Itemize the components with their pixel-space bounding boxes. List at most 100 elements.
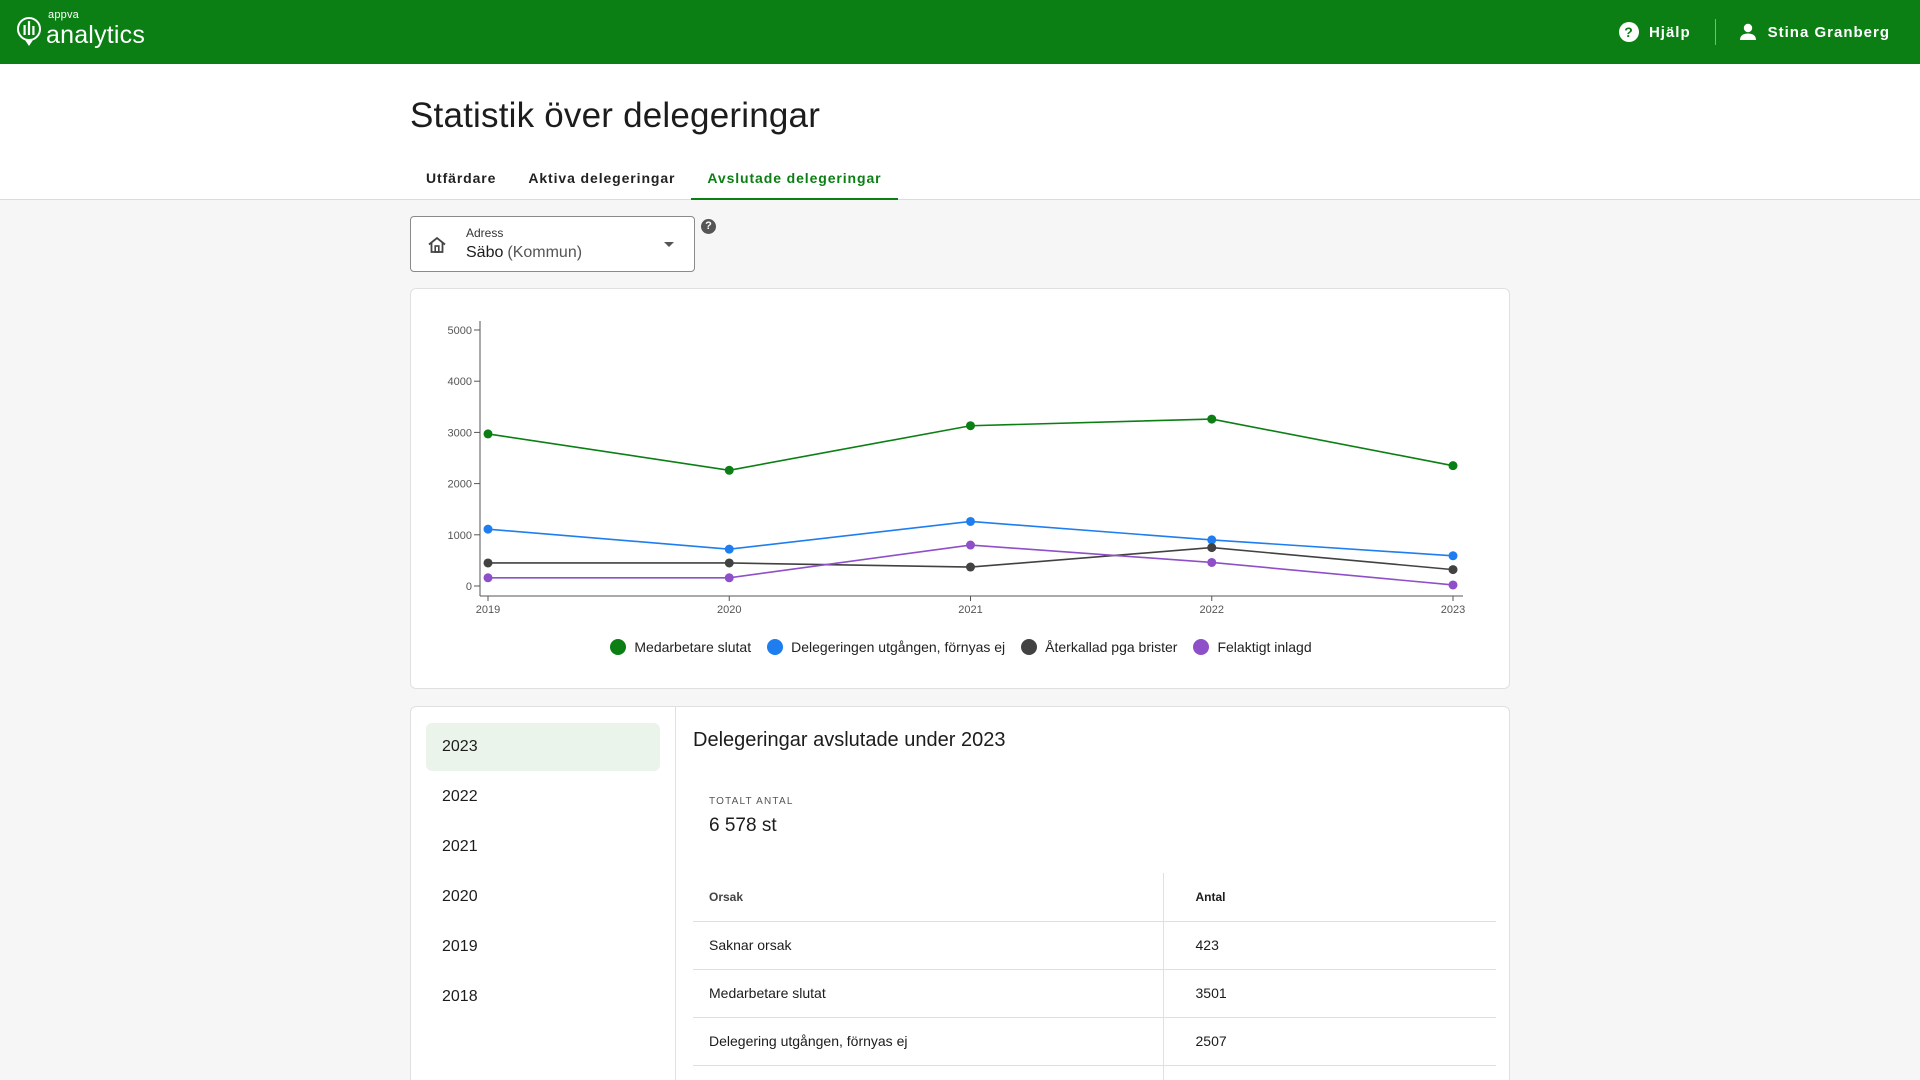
data-point [1207, 535, 1217, 545]
help-circle-icon: ? [1618, 22, 1639, 42]
legend-dot-icon [1021, 639, 1038, 655]
legend-label: Felaktigt inlagd [1217, 639, 1312, 655]
legend-label: Återkallad pga brister [1045, 639, 1178, 655]
data-point [1448, 565, 1458, 575]
brand-logo[interactable]: appva analytics [16, 8, 146, 52]
page-title: Statistik över delegeringar [410, 96, 821, 135]
address-value-text: Säbo [466, 244, 504, 261]
year-item-2020[interactable]: 2020 [442, 888, 478, 905]
reason-table: Orsak Antal Saknar orsak 423 Medarbetare… [693, 873, 1496, 1080]
chart-card: 0 1000 2000 3000 4000 5000 2019 2020 2021 2022 202… [410, 288, 1510, 689]
table-row [693, 1065, 1496, 1080]
table-cell-count: 2507 [1163, 1017, 1496, 1066]
year-item-2019[interactable]: 2019 [442, 938, 478, 955]
y-tick-label: 4000 [448, 376, 472, 388]
topbar-divider [1714, 19, 1716, 45]
year-item-2021[interactable]: 2021 [442, 838, 478, 855]
address-select[interactable]: Adress Säbo (Kommun) [410, 216, 695, 272]
table-cell-count: 3501 [1163, 969, 1496, 1018]
data-point [1448, 461, 1458, 471]
user-menu-button[interactable]: Stina Granberg [1738, 22, 1890, 42]
data-point [966, 540, 975, 550]
legend-label: Delegeringen utgången, förnyas ej [791, 639, 1006, 655]
table-cell-count [1163, 1065, 1496, 1080]
legend-item-delegeringen-utgangen[interactable]: Delegeringen utgången, förnyas ej [767, 639, 1005, 655]
data-point [724, 465, 734, 475]
brand-small-text: appva [48, 8, 79, 21]
legend-dot-icon [767, 639, 784, 655]
person-icon [1739, 23, 1756, 40]
legend-item-aterkallad[interactable]: Återkallad pga brister [1021, 639, 1177, 655]
top-app-bar: appva analytics ? Hjälp Stina Granberg [0, 0, 1920, 64]
brand-name: analytics [46, 20, 146, 49]
x-tick-label: 2023 [1441, 604, 1465, 616]
total-value: 6 578 st [709, 815, 777, 836]
home-icon [428, 236, 446, 253]
y-tick-label: 0 [466, 581, 472, 593]
page-header: Statistik över delegeringar Utfärdare Ak… [0, 64, 1920, 200]
data-point [724, 544, 734, 554]
x-tick-label: 2021 [958, 604, 982, 616]
user-name: Stina Granberg [1767, 23, 1890, 41]
data-point [483, 573, 493, 583]
address-value: Säbo (Kommun) [466, 244, 582, 262]
table-cell-reason: Delegering utgången, förnyas ej [693, 1017, 1164, 1066]
y-tick-label: 5000 [448, 325, 472, 337]
address-label: Adress [466, 226, 504, 240]
y-tick-label: 1000 [448, 530, 472, 542]
data-point [483, 429, 493, 439]
chart-legend: Medarbetare slutat Delegeringen utgången… [411, 639, 1511, 655]
svg-text:?: ? [1624, 24, 1634, 40]
table-row: Delegering utgången, förnyas ej 2507 [693, 1017, 1496, 1066]
legend-dot-icon [1193, 639, 1210, 655]
data-point [966, 516, 975, 526]
column-header-count[interactable]: Antal [1163, 873, 1496, 922]
year-item-2023[interactable]: 2023 [426, 723, 660, 771]
table-row: Medarbetare slutat 3501 [693, 969, 1496, 1018]
year-list: 2023 2022 2021 2020 2019 2018 [411, 707, 676, 1080]
data-point [483, 558, 493, 568]
data-point [1207, 414, 1217, 424]
data-point [966, 562, 975, 572]
help-label: Hjälp [1648, 23, 1691, 41]
data-point [1448, 551, 1458, 561]
chevron-down-icon [664, 242, 674, 247]
data-point [724, 558, 734, 568]
data-point [966, 421, 975, 431]
series-line [487, 520, 1454, 557]
legend-item-felaktigt-inlagd[interactable]: Felaktigt inlagd [1193, 639, 1312, 655]
tab-aktiva-delegeringar[interactable]: Aktiva delegeringar [528, 170, 676, 186]
tab-bar: Utfärdare Aktiva delegeringar Avslutade … [410, 158, 898, 200]
data-point [483, 524, 493, 534]
table-header-row: Orsak Antal [693, 873, 1496, 922]
total-label: TOTALT ANTAL [709, 796, 794, 807]
legend-label: Medarbetare slutat [634, 639, 752, 655]
address-help-icon[interactable]: ? [701, 219, 716, 234]
year-item-2018[interactable]: 2018 [442, 988, 478, 1005]
x-tick-label: 2019 [476, 604, 500, 616]
data-point [1207, 557, 1217, 567]
details-title: Delegeringar avslutade under 2023 [693, 729, 1006, 751]
data-point [1448, 580, 1458, 590]
data-point [1207, 543, 1217, 553]
column-header-reason[interactable]: Orsak [693, 873, 1164, 922]
x-tick-label: 2020 [717, 604, 741, 616]
data-point [724, 573, 734, 583]
x-tick-label: 2022 [1200, 604, 1224, 616]
y-tick-label: 2000 [448, 479, 472, 491]
address-qualifier: (Kommun) [507, 244, 583, 261]
line-chart: 0 1000 2000 3000 4000 5000 2019 2020 2021 2022 202… [448, 321, 1465, 616]
tab-utfardare[interactable]: Utfärdare [426, 170, 497, 186]
legend-item-medarbetare-slutat[interactable]: Medarbetare slutat [610, 639, 751, 655]
bar-chart-circle-icon [16, 16, 41, 48]
help-button[interactable]: ? Hjälp [1618, 22, 1691, 42]
table-cell-reason: Saknar orsak [693, 921, 1164, 970]
table-row: Saknar orsak 423 [693, 921, 1496, 970]
year-item-2022[interactable]: 2022 [442, 788, 478, 805]
legend-dot-icon [610, 639, 627, 655]
table-cell-reason: Medarbetare slutat [693, 969, 1164, 1018]
tab-avslutade-delegeringar[interactable]: Avslutade delegeringar [691, 158, 898, 200]
table-cell-reason [693, 1065, 1164, 1080]
yearly-details-card: 2023 2022 2021 2020 2019 2018 Delegering… [410, 706, 1510, 1080]
y-tick-label: 3000 [448, 427, 472, 439]
